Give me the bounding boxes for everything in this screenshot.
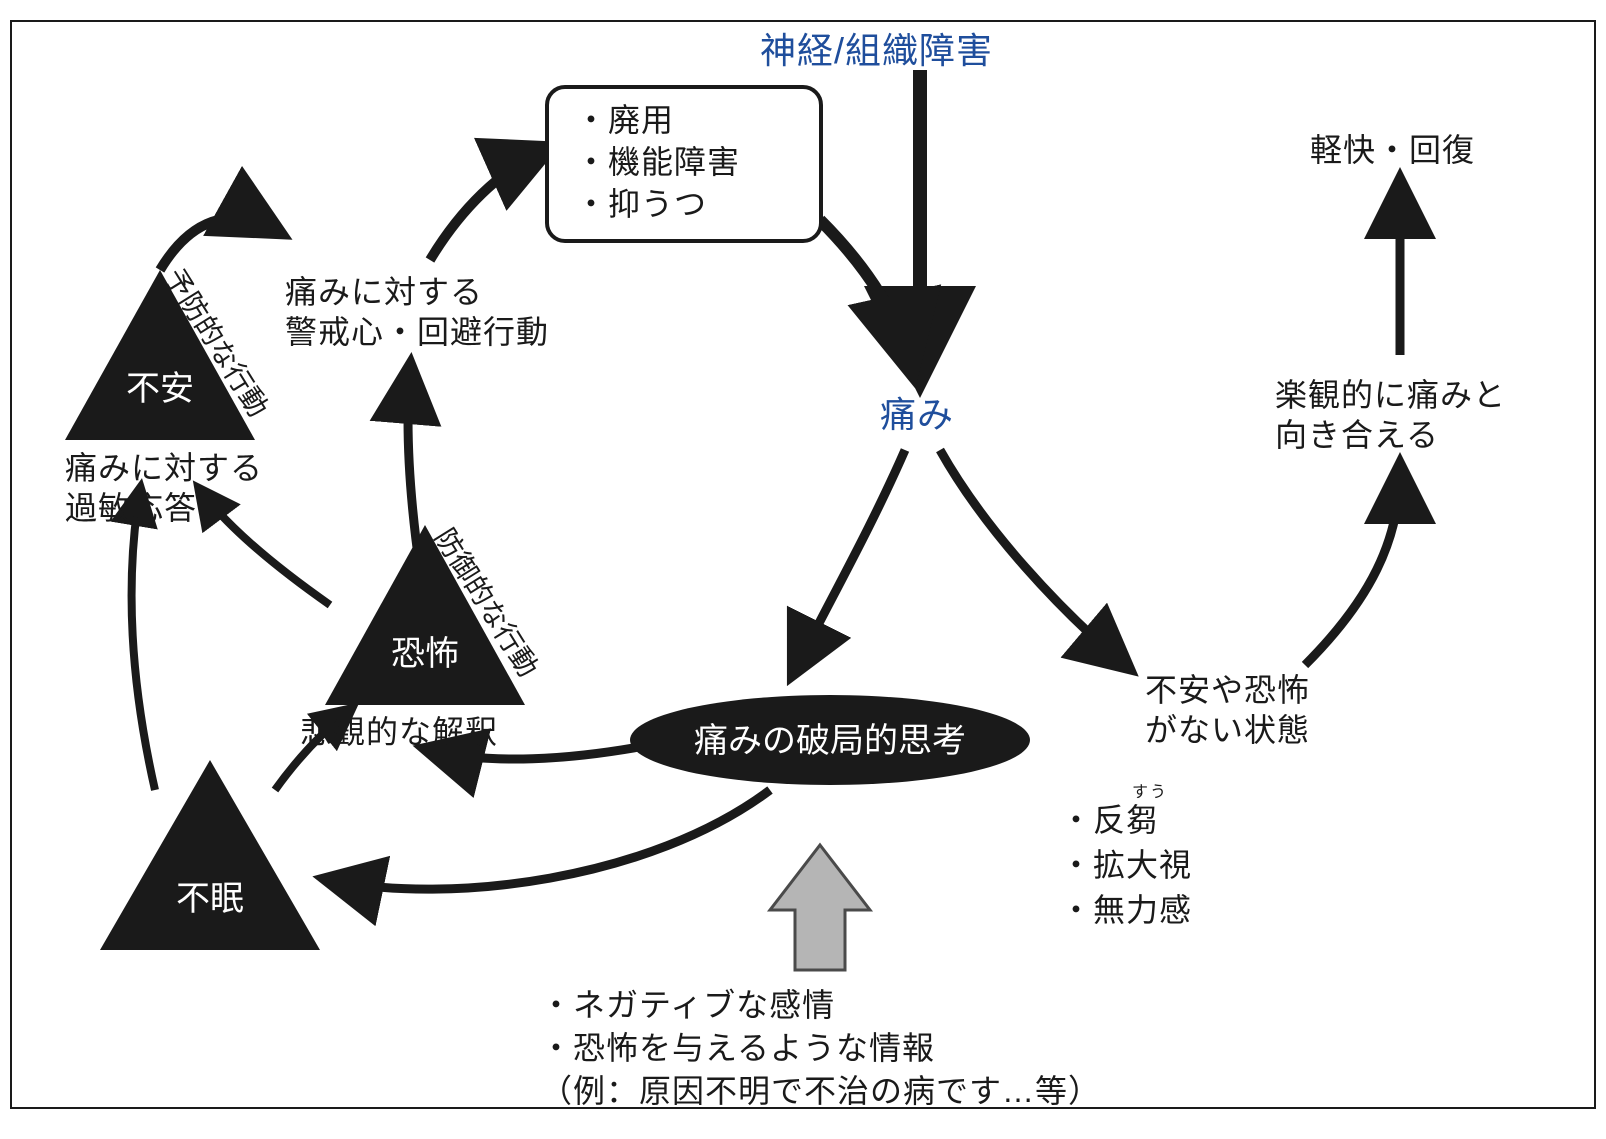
consequences-item-1: ・廃用 <box>575 100 674 140</box>
insomnia-triangle-label: 不眠 <box>176 880 244 918</box>
pain-label: 痛み <box>880 392 954 437</box>
anxiety-caption: 痛みに対する 過敏応答 <box>65 448 263 528</box>
catastrophizing-label: 痛みの破局的思考 <box>694 722 966 760</box>
catastrophizing-bullet-3: ・無力感 <box>1060 890 1192 930</box>
consequences-item-3: ・抑うつ <box>575 184 707 224</box>
negative-input-3: （例：原因不明で不治の病です…等） <box>540 1071 1101 1111</box>
insomnia-triangle: 不眠 <box>100 760 320 950</box>
vigilance-label: 痛みに対する 警戒心・回避行動 <box>285 272 549 352</box>
fear-triangle-label: 恐怖 <box>391 635 459 673</box>
negative-input-2: ・恐怖を与えるような情報 <box>540 1028 935 1068</box>
negative-input-1: ・ネガティブな感情 <box>540 985 835 1025</box>
catastrophizing-bullet-2: ・拡大視 <box>1060 845 1192 885</box>
fear-caption: 悲観的な解釈 <box>300 712 498 752</box>
injury-label: 神経/組織障害 <box>760 28 993 73</box>
anxiety-triangle-label: 不安 <box>126 370 194 408</box>
consequences-item-2: ・機能障害 <box>575 142 740 182</box>
catastrophizing-ellipse: 痛みの破局的思考 <box>630 695 1030 785</box>
optimistic-face-label: 楽観的に痛みと 向き合える <box>1275 375 1506 455</box>
recovery-label: 軽快・回復 <box>1310 130 1475 170</box>
catastrophizing-ruby: すう <box>1132 778 1168 802</box>
diagram-frame: 神経/組織障害 痛み ・廃用 ・機能障害 ・抑うつ 痛みに対する 警戒心・回避行… <box>0 0 1606 1139</box>
nofear-label: 不安や恐怖 がない状態 <box>1145 670 1310 750</box>
catastrophizing-bullet-1: ・反芻 <box>1060 800 1159 840</box>
